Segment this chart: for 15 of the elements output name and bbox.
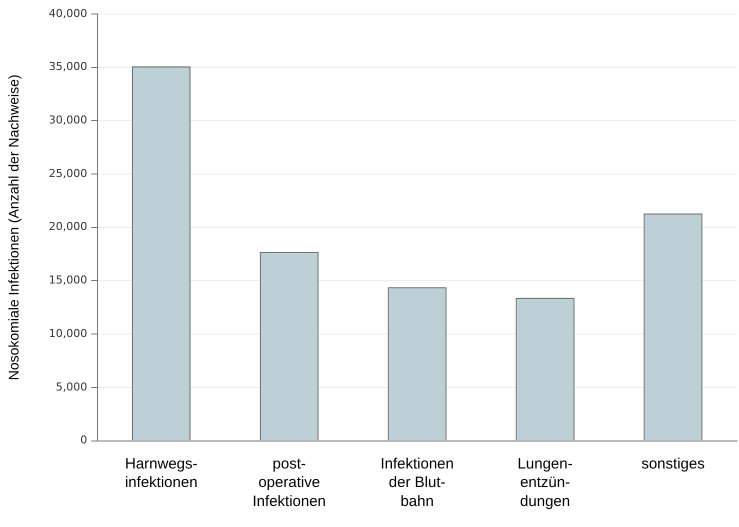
x-tick-label: Lungen- entzün- dungen xyxy=(518,455,573,510)
x-tick-label: post- operative Infektionen xyxy=(252,455,326,510)
y-tick-label: 30,000 xyxy=(48,114,88,127)
y-tick-label: 5,000 xyxy=(56,380,88,394)
y-tick-label: 10,000 xyxy=(48,326,88,340)
y-tick-label: 20,000 xyxy=(48,220,88,234)
y-tick-label: 0 xyxy=(80,434,88,447)
x-tick-label: sonstiges xyxy=(641,455,705,472)
x-tick-label: Harnwegs- infektionen xyxy=(124,455,198,492)
y-tick-label: 35,000 xyxy=(48,60,88,74)
y-tick-label: 40,000 xyxy=(48,6,88,20)
y-tick-label: 25,000 xyxy=(48,166,88,180)
y-axis-title: Nosokomiale Infektionen (Anzahl der Nachweise) xyxy=(5,74,22,380)
x-tick-label: Infektionen der Blut- bahn xyxy=(380,455,454,510)
y-tick-label: 15,000 xyxy=(48,274,88,287)
